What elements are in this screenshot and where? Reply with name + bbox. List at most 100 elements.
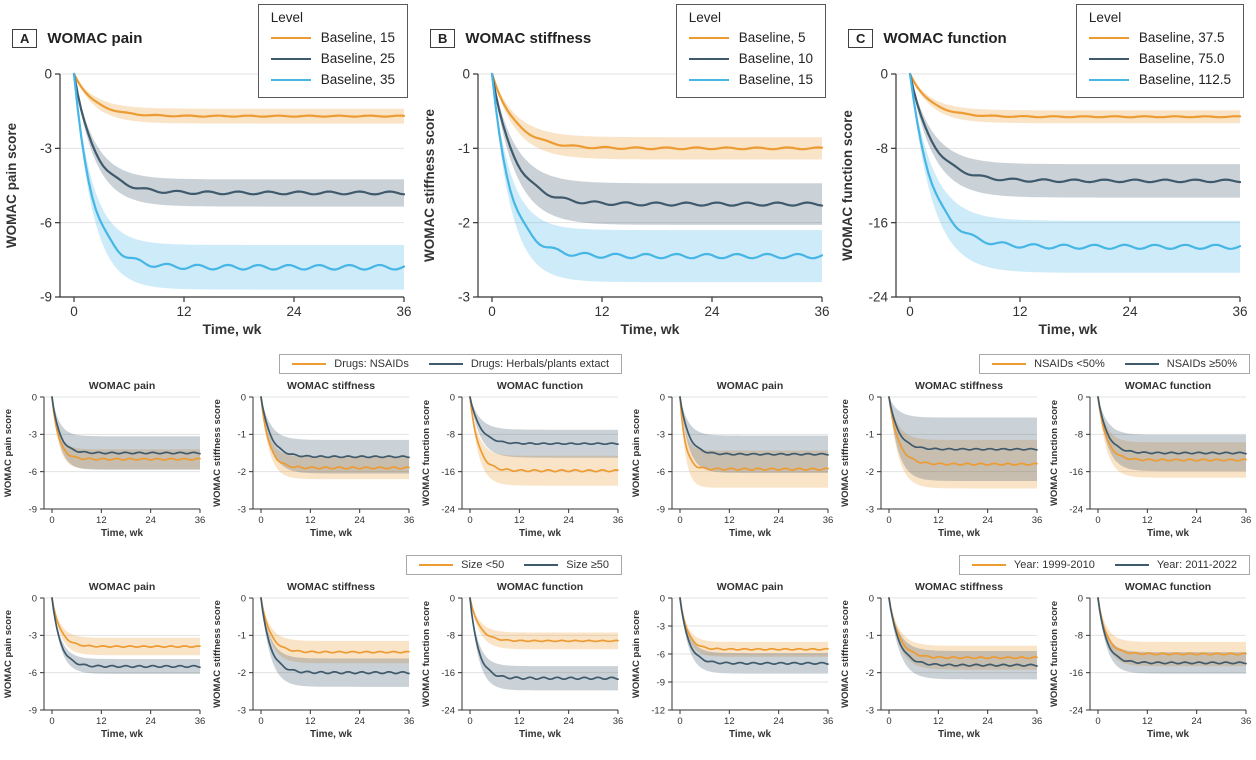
y-tick-label: -3 (238, 705, 246, 716)
x-tick-label: 36 (613, 716, 624, 727)
chart-year-1999-2010-womac-stiffness: 0 -1 -2 -3 0 12 24 36 WOMAC stiffness score Time,… (837, 578, 1046, 750)
x-tick-label: 36 (195, 716, 206, 727)
y-tick-label: -3 (238, 504, 246, 515)
y-tick-label: -3 (458, 290, 470, 305)
y-tick-label: -9 (657, 504, 665, 515)
y-tick-label: 0 (660, 593, 665, 604)
chart-title: WOMAC stiffness (287, 380, 375, 392)
legend-line-swatch (270, 78, 311, 81)
series-line-navy (888, 597, 1038, 667)
series-line-orange (51, 597, 201, 648)
y-tick-label: -16 (441, 668, 455, 679)
series-line-navy (679, 597, 829, 665)
x-tick-label: 12 (305, 716, 316, 727)
y-tick-label: -6 (29, 668, 37, 679)
panel-letter: B (430, 29, 456, 48)
chart-size-50-womac-pain: 0 -3 -6 -9 0 12 24 36 WOMAC pain score Time, wk WO… (0, 578, 209, 750)
y-tick-label: 0 (869, 392, 874, 403)
series-line-orange (469, 597, 619, 643)
chart-title: WOMAC function (1125, 581, 1211, 593)
group-charts: 0 -3 -6 -9 0 12 24 36 WOMAC pain score Time, wk WO… (0, 377, 628, 549)
y-axis-title: WOMAC pain score (631, 409, 642, 497)
subgroup-row-2: Size <50 Size ≥50 0 -3 -6 -9 0 12 24 36 WOMAC pain… (0, 552, 1256, 750)
y-axis-title: WOMAC function score (421, 400, 432, 506)
legend-item: Size ≥50 (524, 559, 609, 571)
y-tick-label: -24 (1069, 504, 1083, 515)
ci-band-orange (261, 598, 409, 664)
x-tick-label: 0 (467, 515, 472, 526)
series-line-navy (679, 396, 829, 456)
y-tick-label: -9 (40, 290, 52, 305)
ci-band-blue (492, 74, 822, 283)
group-charts: 0 -3 -6 -9 0 12 24 36 WOMAC pain score Time, wk WO… (628, 377, 1256, 549)
x-tick-label: 12 (1142, 716, 1153, 727)
y-tick-label: -24 (1069, 705, 1083, 716)
x-tick-label: 12 (514, 515, 525, 526)
y-tick-label: -6 (657, 649, 665, 660)
x-tick-label: 12 (305, 515, 316, 526)
group-charts: 0 -3 -6 -9 0 12 24 36 WOMAC pain score Time, wk WO… (0, 578, 628, 750)
y-tick-label: 0 (880, 67, 888, 82)
x-tick-label: 24 (1122, 304, 1138, 319)
panel-letter: C (848, 29, 874, 48)
x-axis-title: Time, wk (729, 528, 771, 539)
chart-svg: 0 -8 -16 -24 0 12 24 36 WOMAC function score Time… (840, 67, 1248, 337)
x-tick-label: 36 (404, 515, 415, 526)
panel-letter: A (12, 29, 38, 48)
y-tick-label: 0 (1078, 392, 1083, 403)
legend-line-swatch (524, 564, 559, 566)
series-line-orange (888, 396, 1038, 466)
series-line-orange (679, 597, 829, 651)
legend-item: Drugs: NSAIDs (292, 358, 409, 370)
ci-band-orange (492, 74, 822, 160)
y-axis-title: WOMAC function score (1049, 601, 1060, 707)
ci-band-navy (470, 397, 618, 458)
x-axis-title: Time, wk (101, 729, 143, 740)
legend-item: Baseline, 5 (688, 27, 813, 48)
y-axis-title: WOMAC stiffness score (212, 399, 223, 507)
legend-item: Year: 1999-2010 (971, 559, 1095, 571)
legend-label: Baseline, 5 (738, 30, 806, 45)
x-tick-label: 24 (145, 716, 156, 727)
x-axis-title: Time, wk (1147, 729, 1189, 740)
y-tick-label: -1 (458, 141, 470, 156)
x-tick-label: 0 (49, 515, 54, 526)
ci-band-navy (680, 397, 828, 473)
y-tick-label: -3 (29, 430, 37, 441)
legend-line-swatch (428, 363, 463, 365)
legend-label: Size <50 (461, 559, 505, 571)
chart-title: WOMAC stiffness (915, 581, 1003, 593)
subgroup-year-1999-2010: Year: 1999-2010 Year: 2011-2022 0 -3 -6 -9 -12… (628, 552, 1256, 750)
x-axis-title: Time, wk (729, 729, 771, 740)
y-tick-label: -2 (866, 467, 874, 478)
x-tick-label: 0 (677, 716, 682, 727)
subgroup-drugs-nsaids: Drugs: NSAIDs Drugs: Herbals/plants extac… (0, 351, 628, 549)
x-tick-label: 12 (594, 304, 609, 319)
y-tick-label: -6 (40, 215, 52, 230)
legend-item: Baseline, 15 (270, 27, 395, 48)
y-tick-label: 0 (1078, 593, 1083, 604)
x-tick-label: 24 (773, 515, 784, 526)
ci-band-navy (261, 397, 409, 474)
x-tick-label: 0 (258, 515, 263, 526)
x-axis-title: Time, wk (621, 321, 680, 337)
ci-band-navy (492, 74, 822, 225)
x-tick-label: 24 (1191, 515, 1202, 526)
legend-item: Baseline, 75.0 (1088, 48, 1231, 69)
y-tick-label: 0 (32, 593, 37, 604)
series-line-orange (72, 72, 406, 118)
legend: Level Baseline, 15 Baseline, 25 Baseline, 3… (257, 4, 408, 98)
y-axis-title: WOMAC function score (840, 110, 855, 261)
ci-band-orange (680, 598, 828, 657)
series-line-navy (51, 597, 201, 669)
x-tick-label: 12 (1012, 304, 1027, 319)
chart-year-1999-2010-womac-pain: 0 -3 -6 -9 -12 0 12 24 36 WOMAC pain score Time, w… (628, 578, 837, 750)
y-tick-label: -2 (238, 467, 246, 478)
legend-line-swatch (992, 363, 1027, 365)
legend-line-swatch (688, 36, 729, 39)
legend-title: Level (688, 10, 721, 25)
x-tick-label: 12 (724, 515, 735, 526)
legend-item: Baseline, 112.5 (1088, 69, 1231, 90)
legend-line-swatch (270, 57, 311, 60)
chart-svg: 0 -3 -6 -9 0 12 24 36 WOMAC pain score Time, wk (4, 67, 412, 337)
